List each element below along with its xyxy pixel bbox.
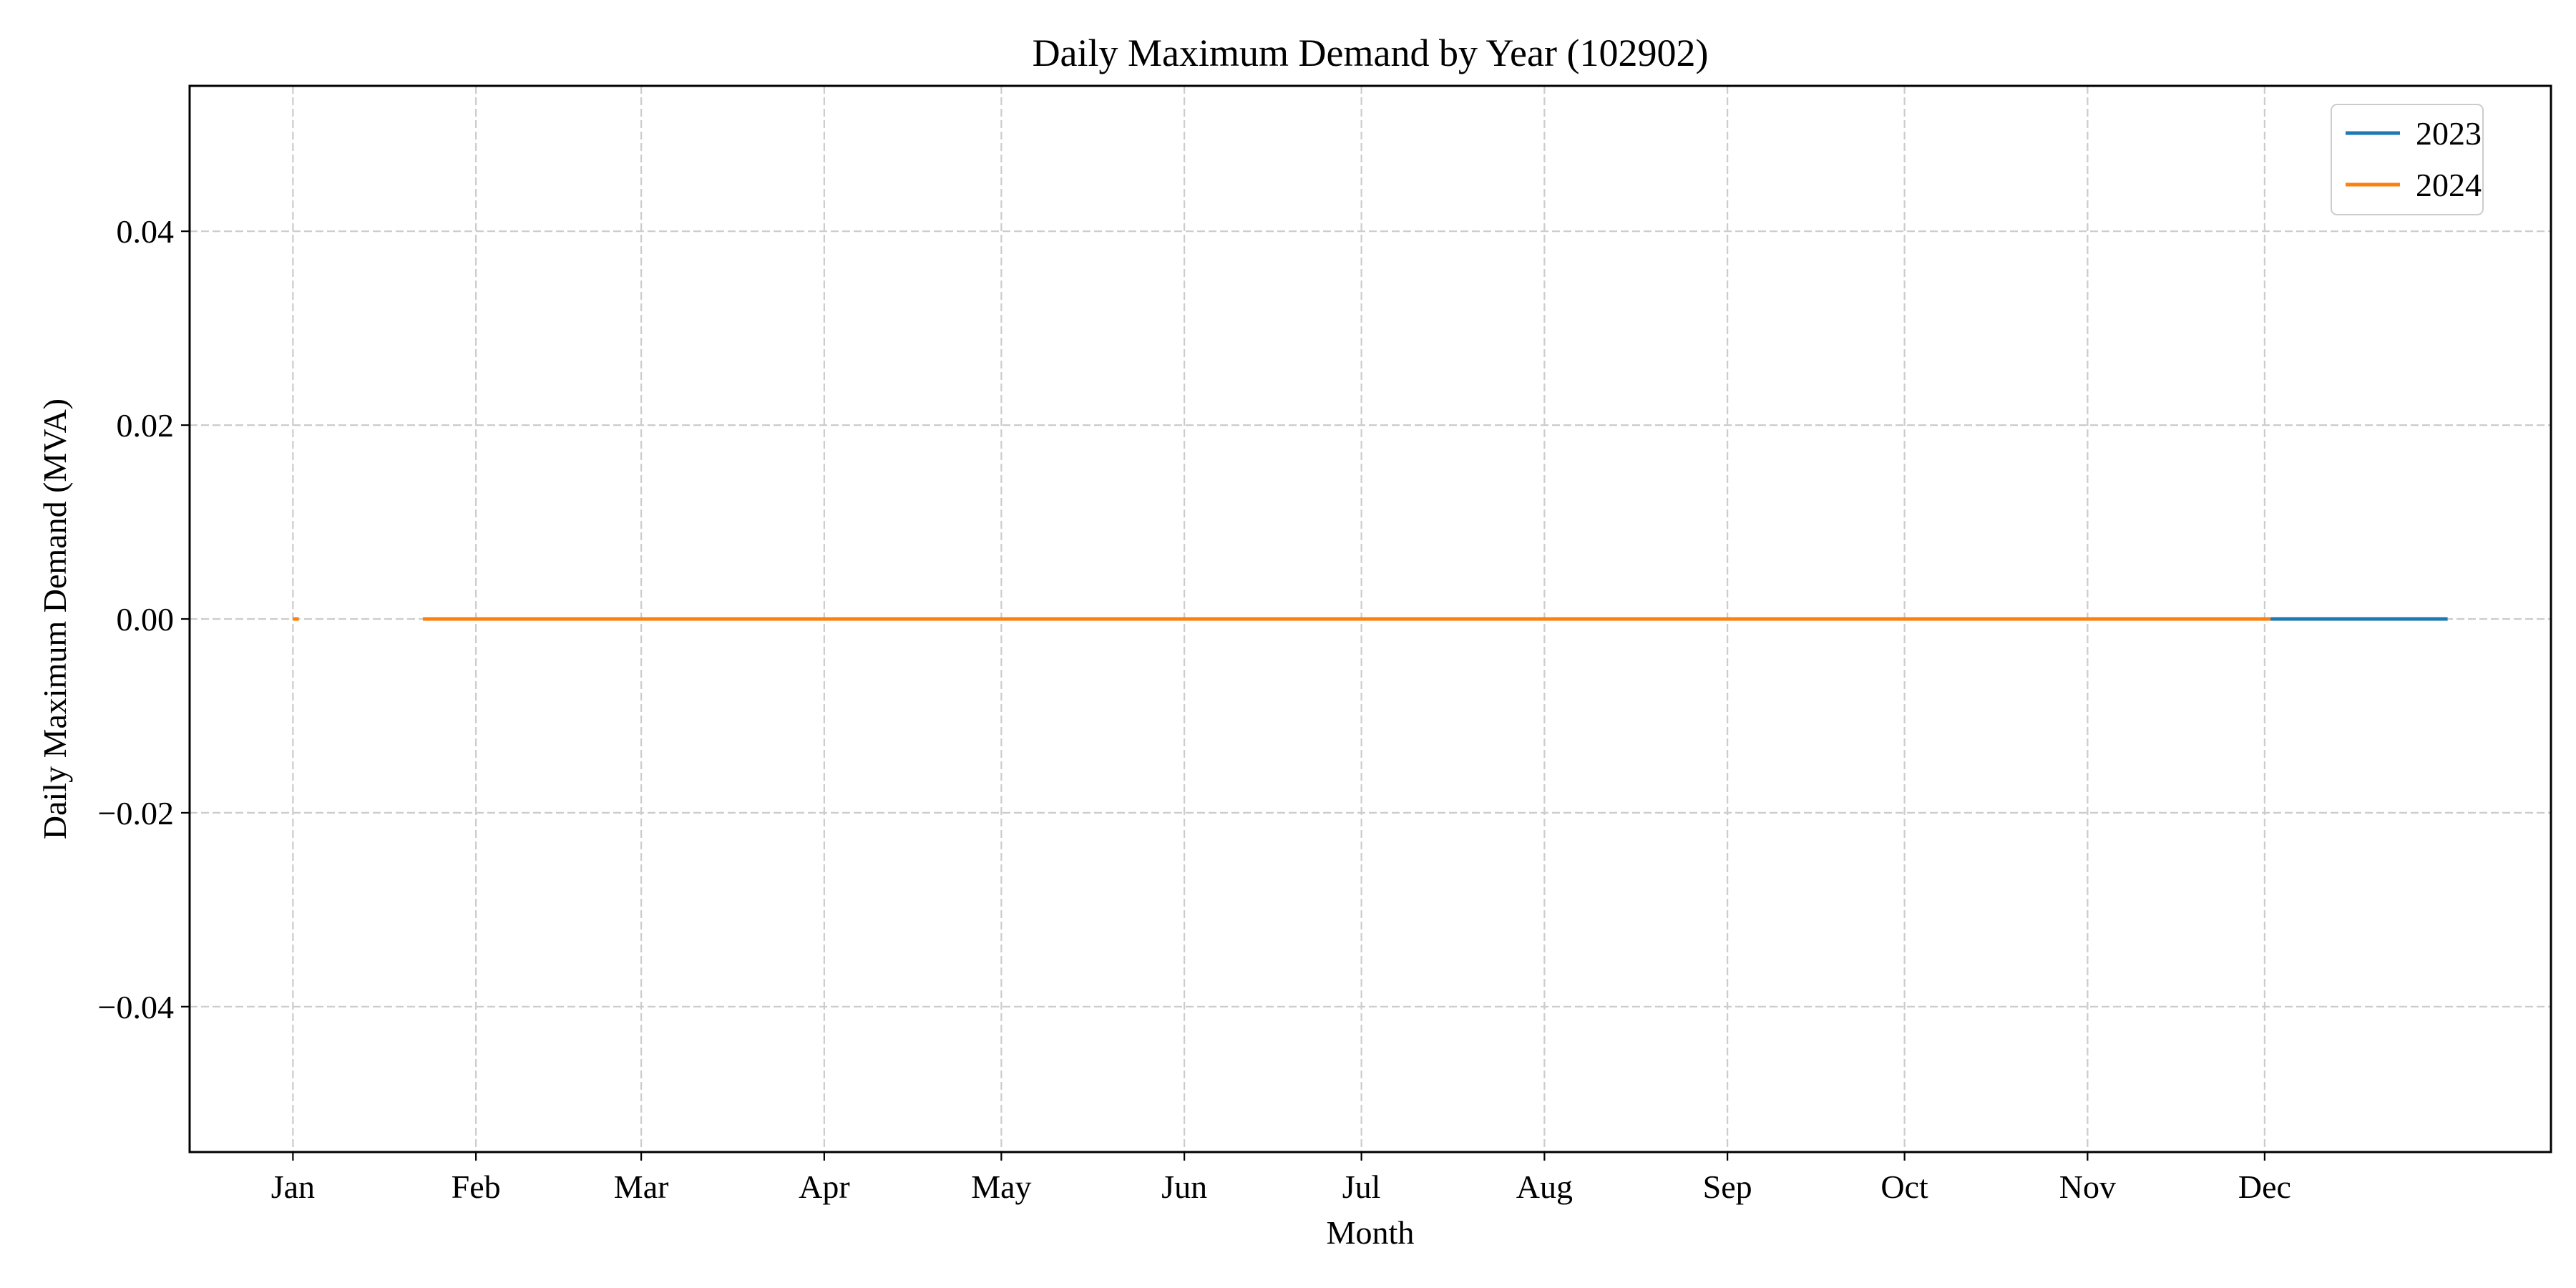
y-tick-label: −0.04 bbox=[98, 989, 174, 1025]
x-tick-label: Aug bbox=[1516, 1169, 1573, 1205]
legend-label-2024: 2024 bbox=[2416, 167, 2482, 203]
x-tick-label: Oct bbox=[1880, 1169, 1928, 1205]
x-axis-label: Month bbox=[1327, 1214, 1415, 1251]
y-tick-label: −0.02 bbox=[98, 795, 174, 831]
chart-title: Daily Maximum Demand by Year (102902) bbox=[1033, 31, 1709, 74]
y-tick-label: 0.02 bbox=[117, 407, 175, 444]
x-tick-label: Dec bbox=[2238, 1169, 2291, 1205]
x-tick-label: Jul bbox=[1342, 1169, 1381, 1205]
x-tick-label: Sep bbox=[1703, 1169, 1752, 1205]
y-tick-label: 0.00 bbox=[117, 601, 175, 638]
x-tick-label: Jun bbox=[1161, 1169, 1207, 1205]
legend: 2023 2024 bbox=[2331, 104, 2484, 215]
x-tick-label: Feb bbox=[452, 1169, 501, 1205]
x-tick-label: Apr bbox=[799, 1169, 850, 1205]
x-tick-label: Nov bbox=[2059, 1169, 2116, 1205]
y-tick-label: 0.04 bbox=[117, 213, 175, 250]
x-tick-label: Jan bbox=[271, 1169, 315, 1205]
legend-label-2023: 2023 bbox=[2416, 115, 2482, 152]
x-tick-label: May bbox=[971, 1169, 1031, 1205]
x-tick-label: Mar bbox=[614, 1169, 669, 1205]
y-axis-label: Daily Maximum Demand (MVA) bbox=[36, 399, 73, 839]
axis-ticks: Jan Feb Mar Apr May Jun Jul Aug Sep Oct Nov Dec −0.0… bbox=[98, 213, 2291, 1205]
